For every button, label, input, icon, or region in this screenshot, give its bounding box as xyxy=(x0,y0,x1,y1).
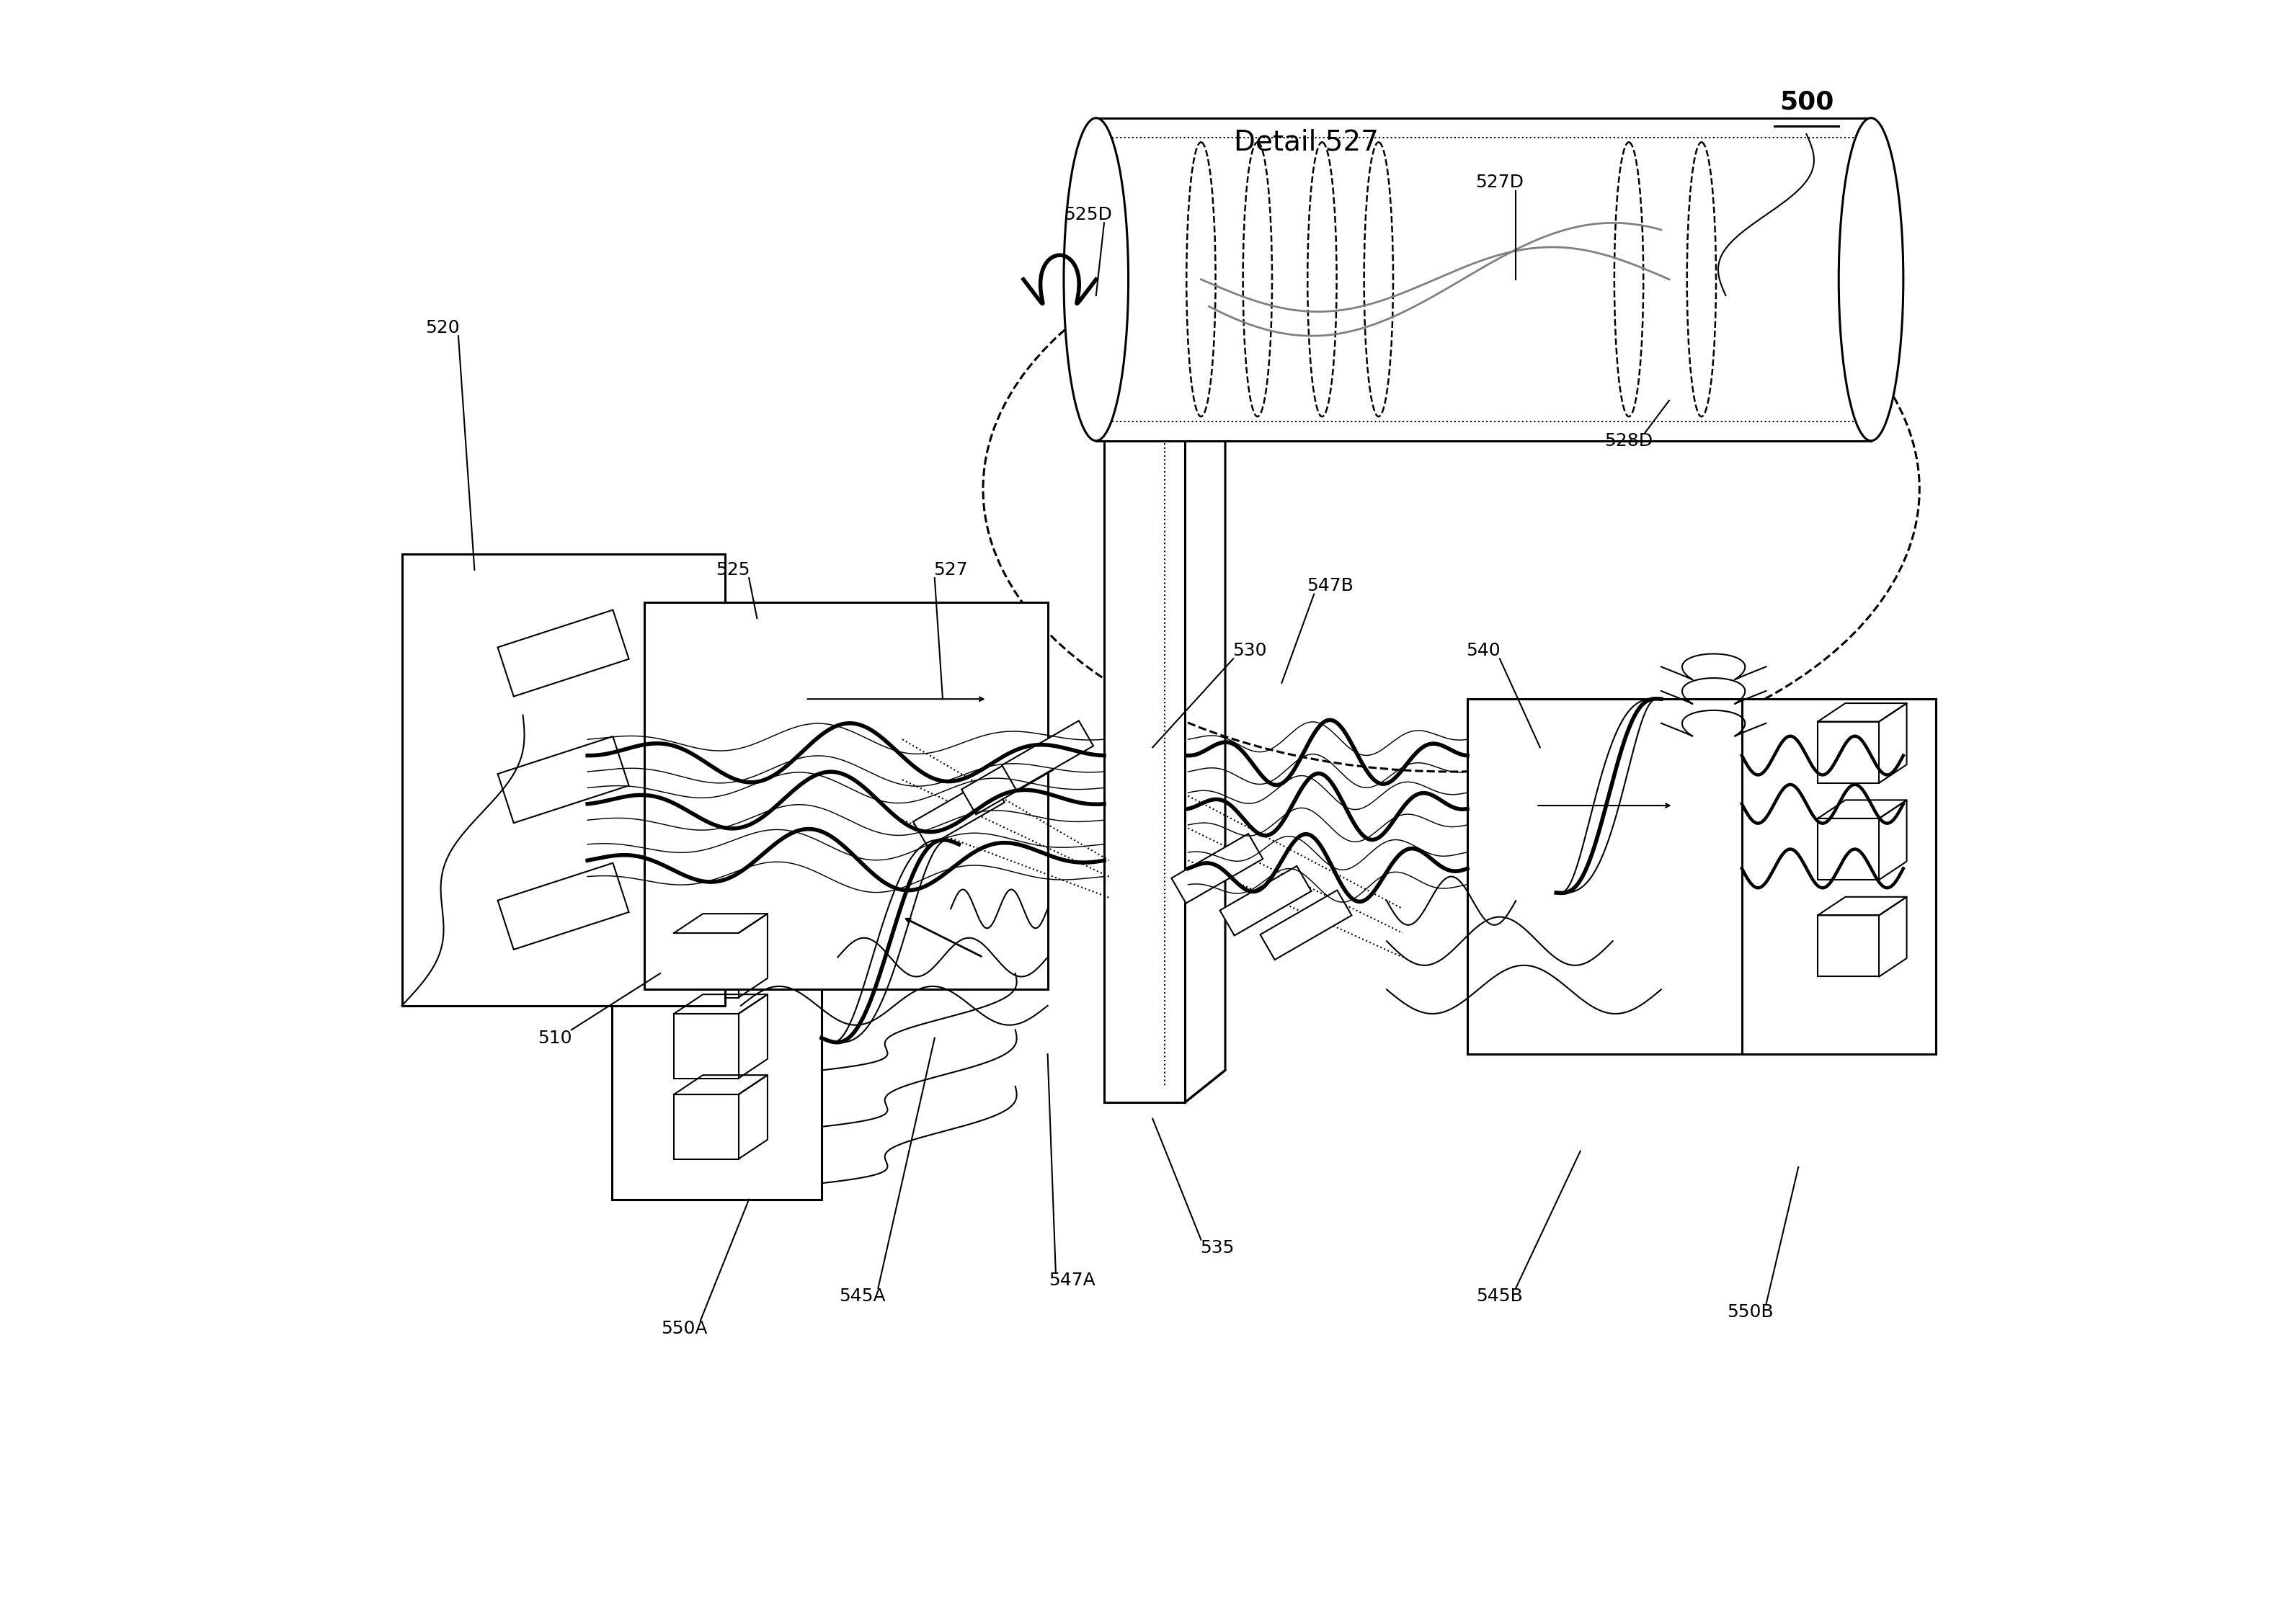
Text: 527D: 527D xyxy=(1476,174,1524,192)
Text: Detail 527: Detail 527 xyxy=(1234,128,1378,156)
Text: 550A: 550A xyxy=(662,1320,707,1337)
Ellipse shape xyxy=(1614,143,1644,417)
Bar xyxy=(913,778,1005,846)
Ellipse shape xyxy=(1307,143,1337,417)
Bar xyxy=(1103,296,1186,1103)
Bar xyxy=(497,736,629,823)
Bar xyxy=(1220,866,1312,935)
Text: 550B: 550B xyxy=(1726,1304,1774,1320)
Text: 525: 525 xyxy=(716,562,751,578)
Bar xyxy=(403,554,726,1005)
Bar xyxy=(1096,119,1870,440)
Text: 545B: 545B xyxy=(1476,1288,1522,1304)
Text: 540: 540 xyxy=(1467,641,1502,659)
Text: 510: 510 xyxy=(538,1030,572,1046)
Ellipse shape xyxy=(1186,143,1215,417)
Bar xyxy=(673,1013,739,1078)
Bar xyxy=(961,745,1053,815)
Ellipse shape xyxy=(1064,119,1128,440)
Text: 547A: 547A xyxy=(1048,1272,1094,1289)
Bar xyxy=(673,1095,739,1160)
Bar xyxy=(1817,916,1879,976)
Text: 535: 535 xyxy=(1199,1239,1234,1257)
Text: 500: 500 xyxy=(1779,89,1833,114)
Bar xyxy=(1742,698,1936,1054)
Ellipse shape xyxy=(1364,143,1394,417)
Ellipse shape xyxy=(1838,119,1904,440)
Bar xyxy=(643,603,1048,989)
Bar xyxy=(1172,833,1264,903)
Text: 530: 530 xyxy=(1231,641,1266,659)
Bar xyxy=(673,934,739,997)
Text: 527: 527 xyxy=(934,562,968,578)
Bar xyxy=(1817,818,1879,880)
Text: 525D: 525D xyxy=(1064,206,1112,224)
Bar xyxy=(497,611,629,697)
Bar xyxy=(497,862,629,950)
Bar xyxy=(1003,721,1094,791)
Text: 545A: 545A xyxy=(838,1288,886,1304)
Bar xyxy=(611,909,822,1200)
Ellipse shape xyxy=(1243,143,1273,417)
Bar xyxy=(1817,721,1879,783)
Ellipse shape xyxy=(1687,143,1717,417)
Text: 528D: 528D xyxy=(1605,432,1653,450)
Ellipse shape xyxy=(982,206,1920,771)
Text: 520: 520 xyxy=(426,320,460,336)
Bar xyxy=(1467,698,1742,1054)
Bar xyxy=(1261,890,1353,960)
Text: 547B: 547B xyxy=(1307,578,1353,594)
